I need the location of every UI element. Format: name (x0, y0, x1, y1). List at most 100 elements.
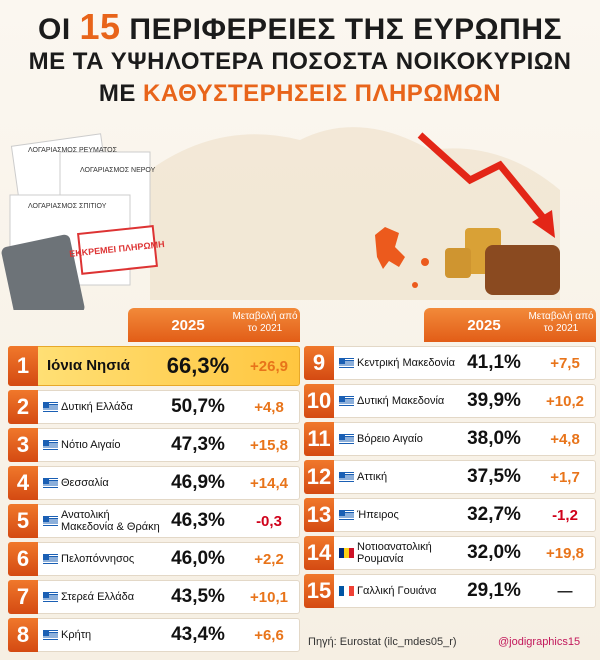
region-name: Πελοπόννησος (61, 553, 135, 565)
change: +4,8 (254, 398, 284, 416)
rank: 12 (304, 460, 334, 494)
region-name: Ανατολική Μακεδονία & Θράκη (61, 509, 160, 533)
change: +10,2 (546, 392, 584, 410)
source: Πηγή: Eurostat (ilc_mdes05_r) (308, 636, 457, 648)
bill-label: ΛΟΓΑΡΙΑΣΜΟΣ ΝΕΡΟΥ (80, 167, 156, 174)
region-name: Γαλλική Γουιάνα (357, 585, 437, 597)
flag (43, 402, 58, 412)
value: 66,3% (166, 353, 230, 378)
credit: @jodigraphics15 (498, 636, 581, 648)
change: +1,7 (550, 468, 580, 486)
region-name: Δυτική Ελλάδα (61, 401, 133, 413)
ranking-table: 2025 Μεταβολή από το 2021 1 Ιόνια Νησιά 66,3… (8, 308, 300, 652)
value: 39,9% (467, 390, 521, 411)
flag-canton (339, 510, 345, 516)
change-header: Μεταβολή από το 2021 (232, 311, 298, 334)
table-row: 2 Δυτική Ελλάδα 50,7% +4,8 (8, 390, 300, 424)
region-name: Νότιο Αιγαίο (61, 439, 121, 451)
table-row: 14 Νοτιοανατολική Ρουμανία 32,0% +19,8 (304, 536, 596, 570)
change: +14,4 (250, 474, 288, 492)
rank: 4 (8, 466, 38, 500)
table-row: 15 Γαλλική Γουιάνα 29,1% — (304, 574, 596, 608)
flag (43, 630, 58, 640)
flag-canton (339, 396, 345, 402)
value: 46,0% (171, 548, 225, 569)
illustration: ΛΟΓΑΡΙΑΣΜΟΣ ΡΕΥΜΑΤΟΣ ΛΟΓΑΡΙΑΣΜΟΣ ΝΕΡΟΥ Λ… (1, 127, 560, 310)
table-header: 2025 Μεταβολή από το 2021 (304, 308, 596, 342)
header-tab (424, 308, 596, 342)
rank: 8 (8, 618, 38, 652)
rank: 9 (304, 346, 334, 380)
flag (43, 516, 58, 526)
table-row: 10 Δυτική Μακεδονία 39,9% +10,2 (304, 384, 596, 418)
value: 46,3% (171, 510, 225, 531)
flag-canton (43, 516, 49, 522)
change: +4,8 (550, 430, 580, 448)
title-part: ΚΑΘΥΣΤΕΡΗΣΕΙΣ ΠΛΗΡΩΜΩΝ (143, 80, 502, 107)
flag (339, 472, 354, 482)
change: +19,8 (546, 544, 584, 562)
stamp-box (77, 225, 158, 275)
change-header: Μεταβολή από το 2021 (528, 311, 594, 334)
flag-canton (43, 478, 49, 484)
change: +15,8 (250, 436, 288, 454)
flag (339, 510, 354, 520)
ranking-table: 2025 Μεταβολή από το 2021 9 Κεντρική Μακεδο… (304, 308, 596, 608)
flag (339, 358, 354, 368)
flag (43, 554, 58, 564)
table-header: 2025 Μεταβολή από το 2021 (8, 308, 300, 342)
table-row: 1 Ιόνια Νησιά 66,3% +26,9 (8, 346, 300, 386)
region-name: Αττική (357, 471, 388, 483)
region-name: Κρήτη (61, 629, 92, 641)
rank: 6 (8, 542, 38, 576)
change: — (557, 582, 573, 600)
flag-canton (339, 434, 345, 440)
value: 41,1% (467, 352, 521, 373)
rank: 11 (304, 422, 334, 456)
table-row: 6 Πελοπόννησος 46,0% +2,2 (8, 542, 300, 576)
region-name: Ήπειρος (357, 509, 399, 521)
region-name: Στερεά Ελλάδα (61, 591, 135, 603)
flag (43, 592, 58, 602)
value: 46,9% (171, 472, 225, 493)
header-tab (128, 308, 300, 342)
rank: 7 (8, 580, 38, 614)
title-line: ΟΙ 15 ΠΕΡΙΦΕΡΕΙΕΣ ΤΗΣ ΕΥΡΩΠΗΣ (0, 6, 600, 48)
table-row: 11 Βόρειο Αιγαίο 38,0% +4,8 (304, 422, 596, 456)
change: +7,5 (550, 354, 580, 372)
region-name: Βόρειο Αιγαίο (357, 433, 423, 445)
value: 29,1% (467, 580, 521, 601)
title-part: ΟΙ (38, 13, 80, 46)
flag (339, 586, 354, 596)
value: 50,7% (171, 396, 225, 417)
calculator (1, 234, 85, 310)
island (421, 258, 429, 266)
wallet (485, 245, 560, 295)
change: +26,9 (250, 357, 288, 375)
rank: 5 (8, 504, 38, 538)
rank: 15 (304, 574, 334, 608)
value: 47,3% (171, 434, 225, 455)
bill-label: ΛΟΓΑΡΙΑΣΜΟΣ ΡΕΥΜΑΤΟΣ (28, 147, 118, 154)
region-name: Κεντρική Μακεδονία (357, 357, 455, 369)
region-name: Θεσσαλία (61, 477, 109, 489)
title-part: ΜΕ ΤΑ ΥΨΗΛΟΤΕΡΑ ΠΟΣΟΣΤΑ ΝΟΙΚΟΚΥΡΙΩΝ (28, 48, 572, 75)
table-row: 7 Στερεά Ελλάδα 43,5% +10,1 (8, 580, 300, 614)
title-part: ΠΕΡΙΦΕΡΕΙΕΣ ΤΗΣ ΕΥΡΩΠΗΣ (120, 13, 562, 46)
value: 43,5% (171, 586, 225, 607)
rank: 14 (304, 536, 334, 570)
value: 43,4% (171, 624, 225, 645)
change: -1,2 (552, 506, 578, 524)
arrow-head (532, 210, 555, 238)
region-name: Ιόνια Νησιά (47, 357, 130, 374)
rank: 2 (8, 390, 38, 424)
table-row: 5 Ανατολική Μακεδονία & Θράκη 46,3% -0,3 (8, 504, 300, 538)
year-header: 2025 (467, 317, 501, 334)
table-row: 8 Κρήτη 43,4% +6,6 (8, 618, 300, 652)
rank: 10 (304, 384, 334, 418)
region-name: Δυτική Μακεδονία (357, 395, 445, 407)
change: +10,1 (250, 588, 288, 606)
rank: 3 (8, 428, 38, 462)
flag-canton (43, 554, 49, 560)
